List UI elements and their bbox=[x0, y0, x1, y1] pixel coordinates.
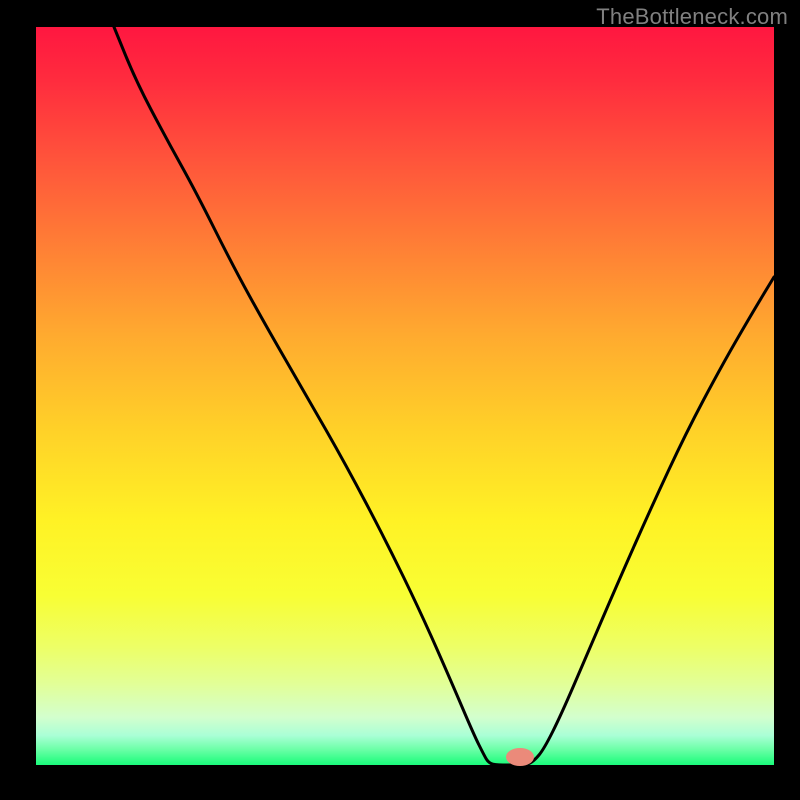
plot-background bbox=[36, 27, 774, 765]
optimal-marker bbox=[506, 748, 534, 766]
watermark-text: TheBottleneck.com bbox=[596, 4, 788, 30]
chart-frame: TheBottleneck.com bbox=[0, 0, 800, 800]
bottleneck-chart bbox=[0, 0, 800, 800]
